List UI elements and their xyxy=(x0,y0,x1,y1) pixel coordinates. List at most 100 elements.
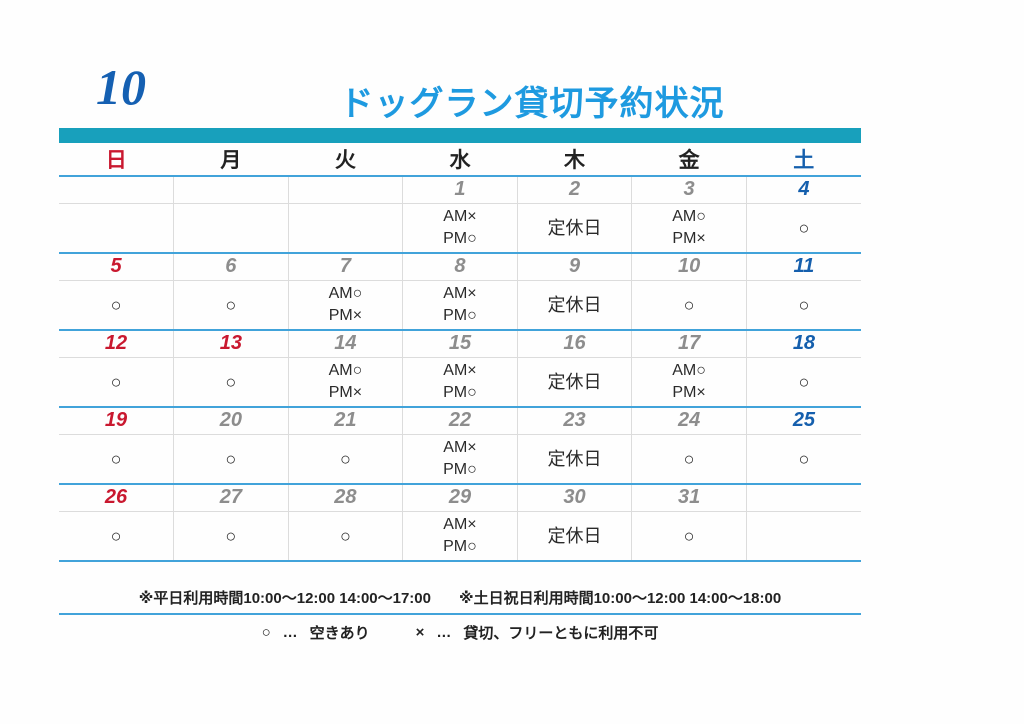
status-cell-20: ○ xyxy=(173,433,289,485)
status-line: AM○ xyxy=(328,285,363,303)
status-cell-8: AM× PM○ xyxy=(402,279,518,331)
status-cell-10: ○ xyxy=(631,279,747,331)
date-cell-2: 2 xyxy=(516,176,633,203)
status-line: ○ xyxy=(110,371,122,392)
status-line: AM× xyxy=(443,439,477,457)
status-cell-3: AM○ PM× xyxy=(631,202,747,254)
status-line: ○ xyxy=(225,371,237,392)
status-cell-29: AM× PM○ xyxy=(402,510,518,562)
status-cell-empty xyxy=(287,202,404,254)
status-line: PM○ xyxy=(443,306,477,324)
date-cell-11: 11 xyxy=(745,253,861,280)
status-cell-15: AM× PM○ xyxy=(402,356,518,408)
date-cell-7: 7 xyxy=(287,253,404,280)
week-2-date-row: 5 6 7 8 9 10 11 xyxy=(59,253,861,280)
status-cell-31: ○ xyxy=(631,510,747,562)
date-cell-3: 3 xyxy=(631,176,747,203)
week-4-status-row: ○ ○ ○ AM× PM○ 定休日 ○ ○ xyxy=(59,433,861,485)
page-title: ドッグラン貸切予約状況 xyxy=(339,85,725,123)
reservation-calendar-table: 日月火水木金土 1 2 3 4 AM× PM○ 定休日 AM○ PM× ○ 5 6 7 8 9 10 11 ○ ○ A… xyxy=(59,143,861,562)
date-cell-22: 22 xyxy=(402,407,518,434)
status-cell-27: ○ xyxy=(173,510,289,562)
status-line: ○ xyxy=(798,448,810,469)
date-cell-12: 12 xyxy=(59,330,175,357)
date-cell-29: 29 xyxy=(402,484,518,511)
week-5-status-row: ○ ○ ○ AM× PM○ 定休日 ○ xyxy=(59,510,861,562)
month-number: 10 xyxy=(96,59,146,115)
date-cell-17: 17 xyxy=(631,330,747,357)
date-cell-15: 15 xyxy=(402,330,518,357)
date-cell-31: 31 xyxy=(631,484,747,511)
status-line: ○ xyxy=(683,294,695,315)
status-cell-2: 定休日 xyxy=(516,202,633,254)
status-cell-empty xyxy=(745,510,861,562)
status-line: ○ xyxy=(110,294,122,315)
date-cell-27: 27 xyxy=(173,484,289,511)
weekday-header: 日月火水木金土 xyxy=(59,143,861,177)
date-cell-19: 19 xyxy=(59,407,175,434)
status-line: ○ xyxy=(339,448,351,469)
date-cell-18: 18 xyxy=(745,330,861,357)
date-cell-8: 8 xyxy=(402,253,518,280)
status-cell-22: AM× PM○ xyxy=(402,433,518,485)
status-line: PM○ xyxy=(443,537,477,555)
date-cell-empty xyxy=(173,176,289,203)
date-cell-1: 1 xyxy=(402,176,518,203)
status-cell-12: ○ xyxy=(59,356,175,408)
status-line: 定休日 xyxy=(547,217,602,238)
status-line: ○ xyxy=(339,525,351,546)
status-cell-19: ○ xyxy=(59,433,175,485)
status-cell-16: 定休日 xyxy=(516,356,633,408)
unavailable-label: 貸切、フリーともに利用不可 xyxy=(463,625,659,642)
status-cell-4: ○ xyxy=(745,202,861,254)
status-cell-5: ○ xyxy=(59,279,175,331)
date-cell-13: 13 xyxy=(173,330,289,357)
legend-available: ○ … 空きあり xyxy=(262,622,370,643)
usage-hours-note: ※平日利用時間10:00～12:00 14:00～17:00 ※土日祝日利用時間… xyxy=(59,582,861,615)
status-cell-17: AM○ PM× xyxy=(631,356,747,408)
status-line: AM× xyxy=(443,516,477,534)
available-symbol: ○ xyxy=(261,624,271,641)
week-4-date-row: 19 20 21 22 23 24 25 xyxy=(59,407,861,434)
status-cell-9: 定休日 xyxy=(516,279,633,331)
status-cell-23: 定休日 xyxy=(516,433,633,485)
date-cell-26: 26 xyxy=(59,484,175,511)
weekday-hours-note: ※平日利用時間10:00～12:00 14:00～17:00 xyxy=(138,590,431,607)
status-line: PM× xyxy=(328,383,363,401)
week-3-status-row: ○ ○ AM○ PM× AM× PM○ 定休日 AM○ PM× ○ xyxy=(59,356,861,408)
status-cell-7: AM○ PM× xyxy=(287,279,404,331)
unavailable-symbol: × xyxy=(415,624,425,641)
week-5-date-row: 26 27 28 29 30 31 xyxy=(59,484,861,511)
status-line: ○ xyxy=(683,448,695,469)
legend-dots: … xyxy=(436,624,452,641)
date-cell-16: 16 xyxy=(516,330,633,357)
date-cell-20: 20 xyxy=(173,407,289,434)
available-label: 空きあり xyxy=(309,625,370,642)
date-cell-30: 30 xyxy=(516,484,633,511)
status-line: ○ xyxy=(798,294,810,315)
status-line: ○ xyxy=(225,525,237,546)
status-line: 定休日 xyxy=(547,448,602,469)
status-cell-empty xyxy=(173,202,289,254)
calendar-body: 1 2 3 4 AM× PM○ 定休日 AM○ PM× ○ 5 6 7 8 9 10 11 ○ ○ AM○ PM× AM×… xyxy=(59,176,861,562)
weekday-header-row: 日月火水木金土 xyxy=(59,143,861,177)
header-accent-bar xyxy=(59,128,861,143)
date-cell-4: 4 xyxy=(745,176,861,203)
status-line: ○ xyxy=(798,217,810,238)
weekday-header-mon: 月 xyxy=(173,143,289,177)
status-line: AM× xyxy=(443,285,477,303)
status-line: PM× xyxy=(328,306,363,324)
date-cell-21: 21 xyxy=(287,407,404,434)
status-line: 定休日 xyxy=(547,525,602,546)
status-line: PM○ xyxy=(443,383,477,401)
status-line: ○ xyxy=(225,448,237,469)
date-cell-empty xyxy=(59,176,175,203)
weekday-header-fri: 金 xyxy=(631,143,747,177)
status-cell-13: ○ xyxy=(173,356,289,408)
status-line: 定休日 xyxy=(547,294,602,315)
status-line: ○ xyxy=(110,448,122,469)
status-cell-6: ○ xyxy=(173,279,289,331)
week-2-status-row: ○ ○ AM○ PM× AM× PM○ 定休日 ○ ○ xyxy=(59,279,861,331)
status-cell-11: ○ xyxy=(745,279,861,331)
